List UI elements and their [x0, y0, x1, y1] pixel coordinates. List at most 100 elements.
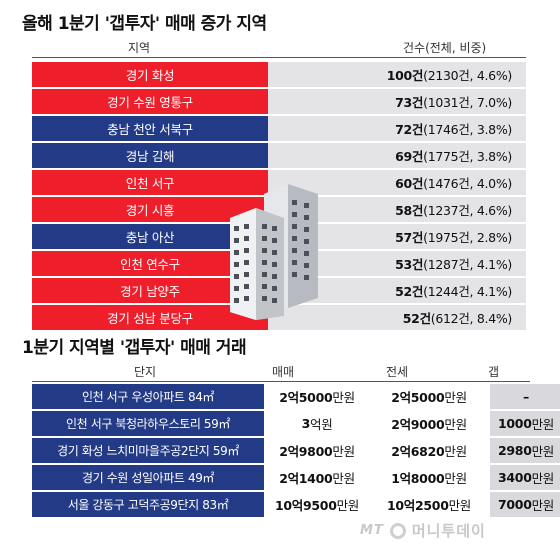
table2-row: 경기 화성 느치미마을주공2단지 59㎡ 2억9800 만원 2억6820 만원 2… [32, 438, 560, 463]
trade-cell: 2억5000 만원 [266, 384, 368, 409]
table2-header-gap: 갭 [488, 365, 500, 379]
gap-cell: 2980 만원 [490, 438, 560, 463]
watermark-mt: MT [360, 523, 384, 538]
region-cell: 인천 연수구 [32, 251, 268, 276]
count-detail: (1237건, 4.6%) [423, 203, 512, 218]
region-cell: 경남 김해 [32, 143, 268, 168]
table2-header-rule [32, 381, 530, 382]
trade-value: 2억5000 [279, 390, 333, 405]
count-cell: 72건 (1746건, 3.8%) [268, 116, 526, 141]
count-value: 57건 [395, 230, 424, 245]
table1-header-count: 건수(전체, 비중) [403, 41, 487, 55]
jeonse-value: 2억9000 [391, 417, 445, 432]
gap-unit: 만원 [531, 498, 555, 513]
trade-cell: 3 억원 [266, 411, 368, 436]
table2-row: 인천 서구 북청라하우스토리 59㎡ 3 억원 2억9000 만원 1000 만원 [32, 411, 560, 436]
gap-value: 1000 [498, 416, 532, 431]
jeonse-value: 2억6820 [391, 444, 445, 459]
gap-value: 2980 [498, 443, 532, 458]
trade-unit: 억원 [310, 417, 333, 432]
region-cell: 인천 서구 [32, 170, 268, 195]
gap-value: 7000 [498, 497, 532, 512]
jeonse-cell: 2억9000 만원 [370, 411, 488, 436]
complex-cell: 인천 서구 북청라하우스토리 59㎡ [32, 411, 264, 436]
complex-cell: 인천 서구 우성아파트 84㎡ [32, 384, 264, 409]
count-value: 52건 [395, 284, 424, 299]
table1-row: 경기 수원 영통구 73건 (1031건, 7.0%) [32, 89, 526, 114]
gap-cell: 1000 만원 [490, 411, 560, 436]
count-value: 53건 [395, 257, 424, 272]
trade-unit: 만원 [332, 390, 355, 405]
table2-header-complex: 단지 [134, 365, 157, 379]
complex-cell: 경기 수원 성일아파트 49㎡ [32, 465, 264, 490]
table2-row: 서울 강동구 고덕주공9단지 83㎡ 10억9500 만원 10억2500 만원 7… [32, 492, 560, 517]
trade-cell: 10억9500 만원 [266, 492, 368, 517]
table1-row: 경기 화성 100건 (2130건, 4.6%) [32, 62, 526, 87]
watermark-logo-icon [389, 522, 406, 539]
jeonse-value: 2억5000 [391, 390, 445, 405]
count-cell: 52건 (612건, 8.4%) [268, 305, 526, 330]
trade-value: 3 [301, 416, 311, 431]
region-cell: 경기 성남 분당구 [32, 305, 268, 330]
count-value: 100건 [386, 68, 424, 83]
jeonse-unit: 만원 [444, 471, 467, 486]
table1-row: 충남 천안 서북구 72건 (1746건, 3.8%) [32, 116, 526, 141]
count-detail: (1031건, 7.0%) [423, 95, 512, 110]
table1-row: 경기 성남 분당구 52건 (612건, 8.4%) [32, 305, 526, 330]
count-value: 69건 [395, 149, 424, 164]
jeonse-cell: 2억6820 만원 [370, 438, 488, 463]
count-detail: (1287건, 4.1%) [423, 257, 512, 272]
region-cell: 경기 수원 영통구 [32, 89, 268, 114]
count-value: 52건 [402, 311, 431, 326]
jeonse-cell: 1억8000 만원 [370, 465, 488, 490]
complex-cell: 경기 화성 느치미마을주공2단지 59㎡ [32, 438, 264, 463]
trade-cell: 2억1400 만원 [266, 465, 368, 490]
count-cell: 100건 (2130건, 4.6%) [268, 62, 526, 87]
trade-unit: 만원 [336, 498, 360, 513]
gap-cell: – [490, 384, 560, 409]
trade-unit: 만원 [332, 444, 355, 459]
gap-value: 3400 [498, 470, 532, 485]
trade-value: 2억1400 [279, 471, 333, 486]
table1-header-region: 지역 [128, 41, 151, 55]
count-cell: 73건 (1031건, 7.0%) [268, 89, 526, 114]
region-cell: 충남 아산 [32, 224, 268, 249]
moneytoday-watermark: MT 머니투데이 [360, 520, 486, 541]
table2-header-jeonse: 전세 [386, 365, 409, 379]
count-detail: (612건, 8.4%) [430, 311, 513, 326]
count-value: 60건 [395, 176, 424, 191]
region-cell: 경기 화성 [32, 62, 268, 87]
count-cell: 69건 (1775건, 3.8%) [268, 143, 526, 168]
count-detail: (1975건, 2.8%) [423, 230, 512, 245]
count-detail: (1775건, 3.8%) [423, 149, 512, 164]
count-value: 73건 [395, 95, 424, 110]
count-detail: (1476건, 4.0%) [423, 176, 512, 191]
count-value: 58건 [395, 203, 424, 218]
jeonse-value: 1억8000 [391, 471, 445, 486]
region-cell: 충남 천안 서북구 [32, 116, 268, 141]
jeonse-unit: 만원 [448, 498, 472, 513]
jeonse-unit: 만원 [444, 417, 467, 432]
gap-unit: 만원 [531, 444, 555, 459]
count-detail: (1244건, 4.1%) [423, 284, 512, 299]
watermark-name: 머니투데이 [411, 522, 486, 540]
gap-cell: 3400 만원 [490, 465, 560, 490]
jeonse-cell: 10억2500 만원 [370, 492, 488, 517]
gap-value: – [523, 389, 529, 404]
table2-header-trade: 매매 [272, 365, 295, 379]
jeonse-value: 10억2500 [387, 498, 449, 513]
complex-cell: 서울 강동구 고덕주공9단지 83㎡ [32, 492, 264, 517]
count-detail: (1746건, 3.8%) [423, 122, 512, 137]
table1-header-rule [32, 57, 526, 58]
table1-row: 경남 김해 69건 (1775건, 3.8%) [32, 143, 526, 168]
table1-row: 인천 연수구 53건 (1287건, 4.1%) [32, 251, 526, 276]
jeonse-unit: 만원 [444, 444, 467, 459]
count-detail: (2130건, 4.6%) [423, 68, 512, 83]
gap-cell: 7000 만원 [490, 492, 560, 517]
trade-value: 10억9500 [275, 498, 337, 513]
table1-title: 올해 1분기 '갭투자' 매매 증가 지역 [22, 14, 267, 34]
jeonse-cell: 2억5000 만원 [370, 384, 488, 409]
count-cell: 60건 (1476건, 4.0%) [268, 170, 526, 195]
region-cell: 경기 시흥 [32, 197, 268, 222]
gap-unit: 만원 [531, 417, 555, 432]
